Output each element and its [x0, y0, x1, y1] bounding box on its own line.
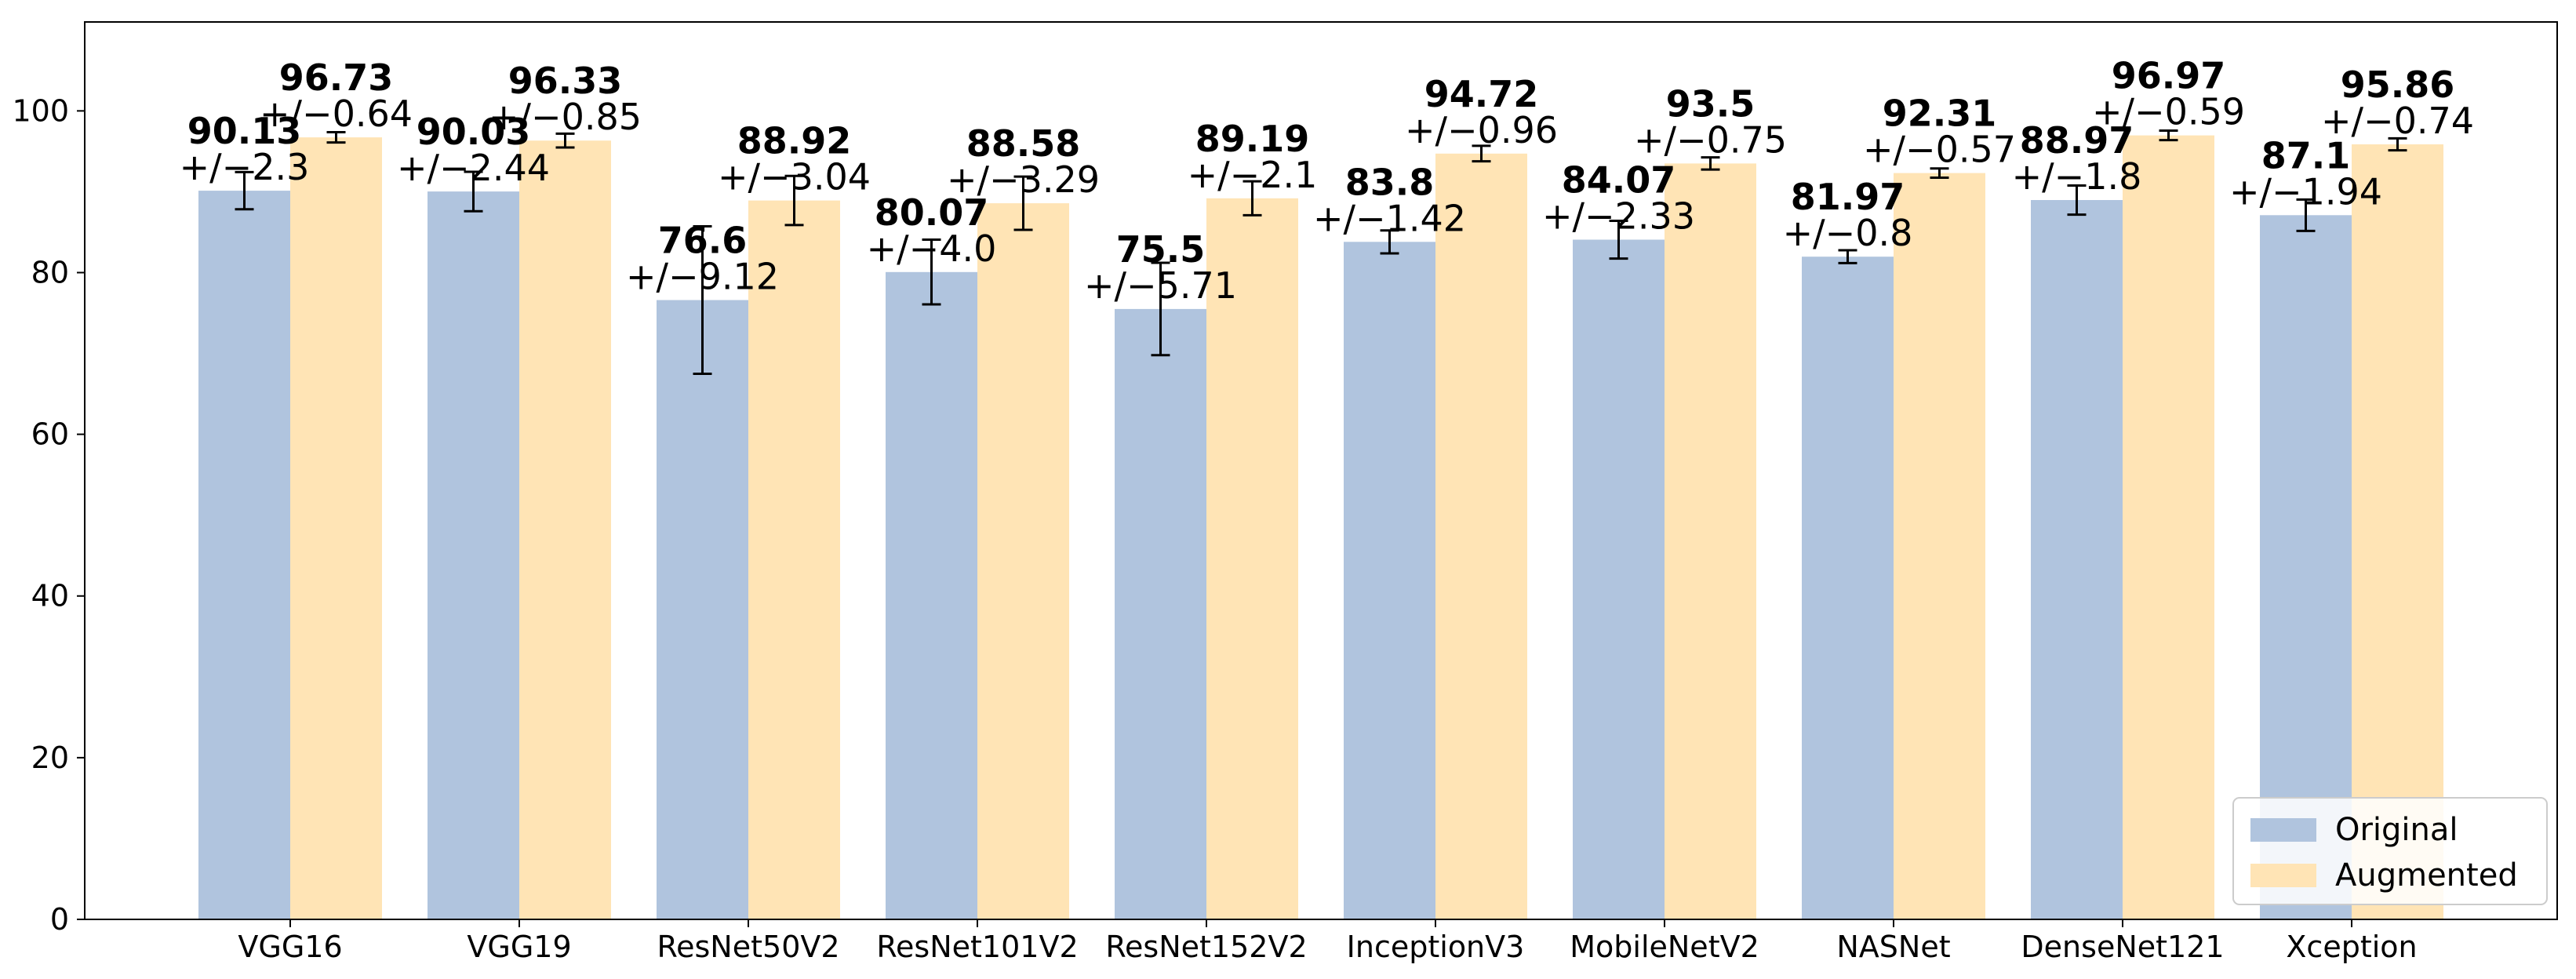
bar-original-7 [1802, 257, 1894, 919]
y-tick-label-20: 20 [31, 741, 69, 775]
error-label-augmented-9: +/−0.74 [2321, 100, 2474, 142]
error-label-original-6: +/−2.33 [1542, 195, 1695, 238]
value-label-original-4: 75.5 [1116, 228, 1206, 271]
error-label-original-0: +/−2.3 [180, 146, 310, 188]
x-tick-label-6: MobileNetV2 [1570, 930, 1759, 964]
error-label-augmented-2: +/−3.04 [718, 156, 871, 198]
x-tick-label-0: VGG16 [238, 930, 342, 964]
bar-original-3 [886, 271, 977, 919]
error-label-augmented-1: +/−0.85 [489, 96, 642, 138]
error-bars-layer [235, 129, 2407, 376]
legend: Original Augmented [2232, 797, 2548, 905]
bar-augmented-1 [519, 140, 611, 919]
value-label-augmented-4: 89.19 [1195, 118, 1310, 160]
error-label-augmented-3: +/−3.29 [947, 158, 1100, 201]
bar-original-6 [1573, 239, 1665, 919]
bar-augmented-2 [748, 200, 840, 920]
y-tick-label-60: 60 [31, 417, 69, 452]
x-tick-label-7: NASNet [1836, 930, 1950, 964]
error-label-augmented-7: +/−0.57 [1863, 129, 2016, 171]
error-label-original-1: +/−2.44 [397, 147, 550, 189]
error-label-augmented-5: +/−0.96 [1405, 109, 1558, 151]
error-label-original-9: +/−1.94 [2229, 170, 2382, 213]
y-tick-label-100: 100 [12, 93, 69, 128]
x-tick-label-9: Xception [2286, 930, 2417, 964]
y-tick-label-80: 80 [31, 255, 69, 289]
legend-swatch-original [2250, 818, 2316, 842]
error-label-augmented-8: +/−0.59 [2092, 91, 2245, 133]
value-label-original-7: 81.97 [1791, 176, 1905, 218]
error-label-original-5: +/−1.42 [1313, 197, 1466, 239]
bar-augmented-0 [290, 137, 382, 920]
bar-original-4 [1115, 308, 1206, 919]
error-label-augmented-6: +/−0.75 [1634, 118, 1787, 161]
y-tick-label-0: 0 [50, 902, 69, 937]
bar-original-2 [657, 300, 748, 919]
value-label-original-2: 76.6 [658, 220, 748, 262]
x-tick-label-8: DenseNet121 [2021, 930, 2224, 964]
error-label-original-8: +/−1.8 [2012, 155, 2142, 198]
bar-augmented-9 [2352, 144, 2443, 919]
value-label-augmented-5: 94.72 [1424, 73, 1539, 115]
plot-frame [84, 21, 2558, 920]
x-tick-label-5: InceptionV3 [1347, 930, 1525, 964]
value-label-original-9: 87.1 [2261, 134, 2351, 177]
x-tick-label-2: ResNet50V2 [657, 930, 839, 964]
error-label-augmented-4: +/−2.1 [1188, 154, 1318, 196]
x-tick-label-1: VGG19 [467, 930, 571, 964]
value-label-original-6: 84.07 [1562, 159, 1676, 202]
bar-augmented-6 [1665, 163, 1756, 919]
y-tick-label-40: 40 [31, 579, 69, 613]
error-label-original-7: +/−0.8 [1783, 212, 1913, 254]
bar-original-5 [1344, 242, 1435, 919]
legend-swatch-augmented [2250, 864, 2316, 887]
bar-augmented-3 [977, 203, 1069, 920]
value-label-augmented-3: 88.58 [966, 122, 1081, 165]
value-label-original-1: 90.03 [417, 111, 531, 153]
bars-layer [198, 135, 2443, 920]
value-label-original-0: 90.13 [187, 110, 302, 152]
bar-original-0 [198, 191, 290, 920]
value-label-original-5: 83.8 [1345, 161, 1435, 203]
value-label-original-3: 80.07 [875, 191, 989, 234]
x-tick-label-4: ResNet152V2 [1105, 930, 1307, 964]
bar-augmented-5 [1435, 153, 1527, 920]
bar-original-8 [2031, 200, 2123, 919]
value-label-augmented-6: 93.5 [1666, 82, 1756, 125]
bar-original-1 [428, 191, 519, 920]
error-label-original-3: +/−4.0 [867, 227, 997, 270]
bar-labels-layer: 90.13+/−2.3 96.73+/−0.64 90.03+/−2.44 96.33… [180, 55, 2474, 307]
error-label-original-4: +/−5.71 [1084, 264, 1237, 307]
bar-augmented-4 [1206, 198, 1298, 920]
error-label-augmented-0: +/−0.64 [260, 93, 413, 135]
error-label-original-2: +/−9.12 [626, 256, 779, 298]
legend-label-augmented: Augmented [2335, 857, 2518, 893]
value-label-augmented-8: 96.97 [2112, 55, 2226, 97]
bar-augmented-8 [2123, 135, 2214, 920]
legend-label-original: Original [2335, 812, 2458, 848]
axes-layer: VGG16 VGG19 ResNet50V2 ResNet101V2 ResNet152… [12, 21, 2558, 964]
value-label-augmented-9: 95.86 [2341, 64, 2455, 106]
value-label-augmented-7: 92.31 [1883, 93, 1997, 135]
value-label-augmented-2: 88.92 [737, 120, 852, 162]
x-tick-label-3: ResNet101V2 [876, 930, 1078, 964]
value-label-augmented-0: 96.73 [279, 56, 394, 99]
value-label-augmented-1: 96.33 [508, 60, 623, 102]
value-label-original-8: 88.97 [2020, 119, 2134, 162]
bar-augmented-7 [1894, 173, 1985, 920]
